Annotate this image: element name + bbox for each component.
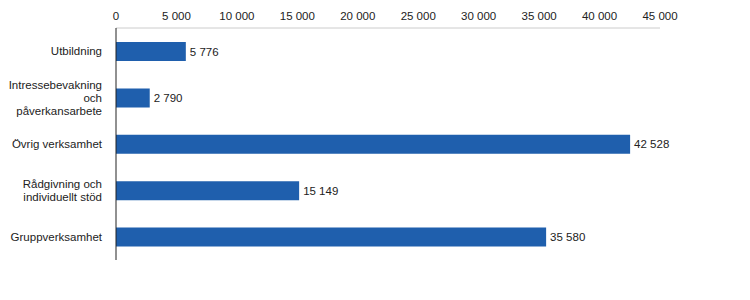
svg-text:25 000: 25 000 [401, 10, 436, 22]
svg-text:2 790: 2 790 [154, 92, 183, 104]
svg-text:30 000: 30 000 [461, 10, 496, 22]
svg-text:15 149: 15 149 [303, 185, 338, 197]
svg-text:Utbildning: Utbildning [51, 45, 102, 57]
svg-text:Intressebevakningochpåverkansa: Intressebevakningochpåverkansarbete [9, 79, 102, 117]
svg-text:20 000: 20 000 [340, 10, 375, 22]
svg-text:42 528: 42 528 [634, 138, 669, 150]
svg-text:Övrig verksamhet: Övrig verksamhet [12, 138, 103, 150]
svg-text:10 000: 10 000 [219, 10, 254, 22]
svg-text:0: 0 [113, 10, 119, 22]
svg-text:40 000: 40 000 [582, 10, 617, 22]
svg-text:Gruppverksamhet: Gruppverksamhet [11, 231, 103, 243]
svg-text:5 776: 5 776 [190, 46, 219, 58]
svg-text:45 000: 45 000 [642, 10, 677, 22]
svg-text:15 000: 15 000 [280, 10, 315, 22]
svg-text:Rådgivning ochindividuellt stö: Rådgivning ochindividuellt stöd [23, 178, 102, 203]
svg-text:35 000: 35 000 [522, 10, 557, 22]
svg-text:5 000: 5 000 [162, 10, 191, 22]
svg-text:35 580: 35 580 [550, 231, 585, 243]
